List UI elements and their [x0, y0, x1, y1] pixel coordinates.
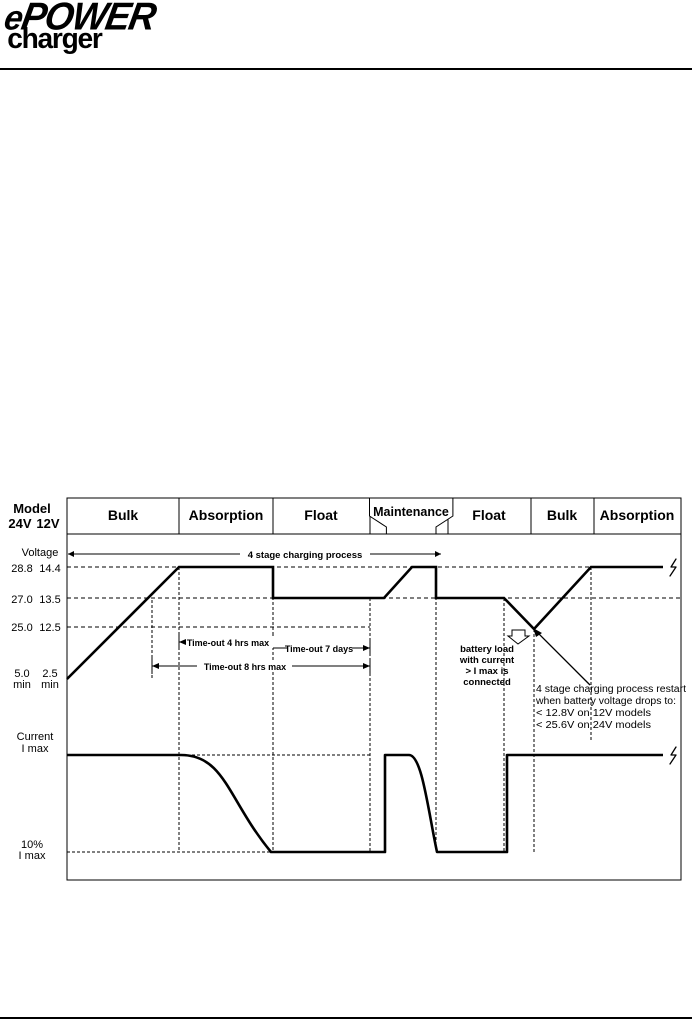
svg-text:Time-out 7 days: Time-out 7 days [285, 644, 353, 654]
svg-text:Absorption: Absorption [600, 507, 675, 523]
svg-text:when battery voltage drops to:: when battery voltage drops to: [535, 696, 676, 707]
svg-text:< 12.8V on 12V models: < 12.8V on 12V models [536, 708, 651, 719]
svg-text:Float: Float [472, 507, 506, 523]
svg-text:Bulk: Bulk [108, 507, 139, 523]
svg-text:25.0: 25.0 [11, 622, 32, 634]
svg-text:12V: 12V [36, 516, 59, 531]
svg-text:with current: with current [459, 655, 515, 666]
svg-text:connected: connected [463, 677, 511, 688]
svg-text:Model: Model [13, 501, 51, 516]
svg-text:Float: Float [304, 507, 338, 523]
svg-text:> I max is: > I max is [465, 666, 508, 677]
svg-text:Voltage: Voltage [22, 547, 59, 559]
svg-text:Bulk: Bulk [547, 507, 578, 523]
svg-text:Time-out 8 hrs max: Time-out 8 hrs max [204, 662, 286, 672]
svg-text:Time-out 4 hrs max: Time-out 4 hrs max [187, 638, 269, 648]
svg-text:27.0: 27.0 [11, 594, 32, 606]
svg-text:I max: I max [19, 850, 46, 862]
svg-text:24V: 24V [8, 516, 31, 531]
svg-text:14.4: 14.4 [39, 563, 60, 575]
svg-text:28.8: 28.8 [11, 563, 32, 575]
svg-text:12.5: 12.5 [39, 622, 60, 634]
svg-text:4 stage charging process resta: 4 stage charging process restart [536, 684, 686, 695]
svg-text:4 stage charging process: 4 stage charging process [248, 550, 363, 561]
svg-text:Maintenance: Maintenance [373, 505, 449, 519]
svg-text:< 25.6V on 24V models: < 25.6V on 24V models [536, 720, 651, 731]
svg-text:min: min [13, 679, 31, 691]
svg-text:Absorption: Absorption [189, 507, 264, 523]
svg-text:13.5: 13.5 [39, 594, 60, 606]
svg-text:battery load: battery load [460, 644, 514, 655]
svg-text:min: min [41, 679, 59, 691]
svg-text:I max: I max [22, 743, 49, 755]
svg-text:Current: Current [17, 731, 54, 743]
